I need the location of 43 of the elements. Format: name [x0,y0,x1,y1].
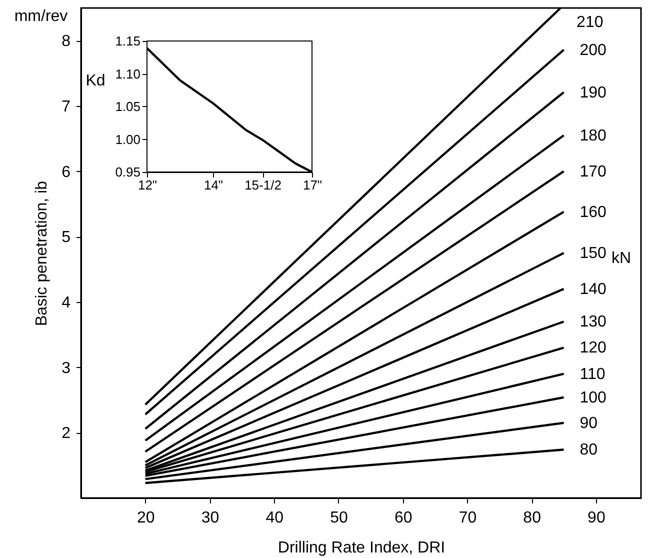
x-axis-title: Drilling Rate Index, DRI [278,540,446,556]
x-tick-label: 70 [458,510,477,526]
y-tick-label: 1.10 [115,66,140,82]
y-axis-title: Basic penetration, ib [34,180,51,326]
y-axis-title: Kd [86,72,106,90]
y-tick-label: 6 [62,164,71,181]
y-tick-label: 5 [62,229,71,246]
y-tick-label: 2 [62,425,71,442]
x-tick-label: 60 [394,510,412,526]
series-label: 110 [580,366,606,383]
series-label: 190 [580,84,607,102]
x-tick-label: 17" [302,178,322,192]
y-tick-label: 1.05 [115,99,140,114]
series-label: 90 [580,414,598,432]
series-label: 80 [580,442,598,459]
x-tick-label: 12" [138,178,158,192]
x-tick-label: 90 [588,510,606,526]
x-tick-label: 15-1/2 [244,178,282,192]
y-tick-label: 7 [62,98,71,116]
x-tick-label: 50 [330,510,348,526]
y-tick-label: 1.15 [115,34,140,48]
series-label: 170 [580,163,607,180]
y-tick-label: 0.95 [115,164,140,180]
x-tick-label: 20 [136,510,155,526]
series-label: 200 [580,42,607,59]
x-tick-label: 30 [201,510,220,526]
x-tick-label: 14" [204,178,224,192]
series-label: 120 [580,340,607,357]
series-label: 180 [580,127,607,144]
series-label: 210 [576,14,604,31]
x-tick-label: 40 [266,510,284,526]
series-label: 140 [580,280,607,298]
annotation: kN [611,250,631,267]
series-label: 150 [580,245,607,262]
series-label: 160 [580,204,607,221]
y-tick-label: 3 [62,360,71,377]
series-label: 100 [580,389,607,406]
series-label: 130 [580,314,607,331]
x-tick-label: 80 [523,510,542,526]
y-tick-label: 4 [62,294,71,312]
y-tick-label: 8 [62,33,71,50]
y-tick-label: 1.00 [115,132,140,147]
text: mm/rev [14,8,68,25]
